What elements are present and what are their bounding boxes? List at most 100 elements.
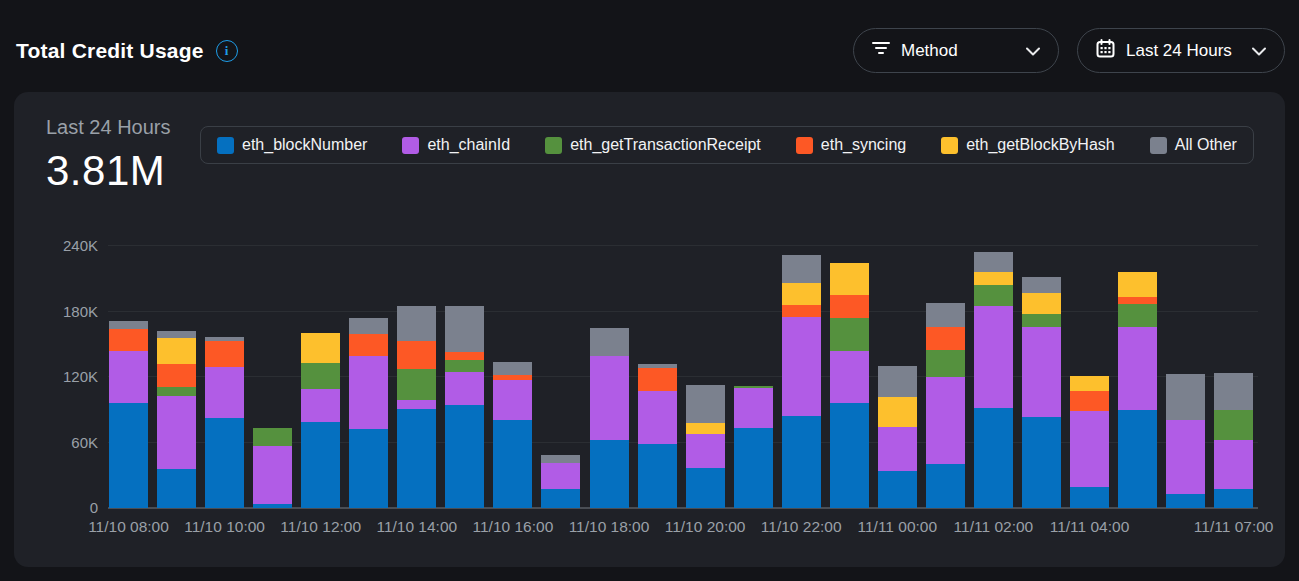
time-range-label: Last 24 Hours: [1126, 41, 1232, 61]
bar-segment-eth-gettransactionreceipt: [974, 285, 1013, 306]
stacked-bar-6[interactable]: [397, 306, 436, 508]
stacked-bar-4[interactable]: [301, 333, 340, 508]
method-filter-button[interactable]: Method: [853, 28, 1059, 73]
bar-segment-eth-gettransactionreceipt: [301, 363, 340, 389]
bar-segment-all-other: [349, 318, 388, 334]
bar-segment-eth-getblockbyhash: [1022, 293, 1061, 314]
bar-segment-eth-blocknumber: [397, 409, 436, 508]
bar-segment-all-other: [541, 455, 580, 464]
stacked-bar-10[interactable]: [590, 328, 629, 508]
legend-item-eth-gettransactionreceipt[interactable]: eth_getTransactionReceipt: [545, 136, 761, 154]
bar-segment-all-other: [926, 303, 965, 327]
bar-segment-eth-chainid: [878, 427, 917, 471]
bar-segment-eth-gettransactionreceipt: [926, 350, 965, 377]
summary-block: Last 24 Hours 3.81M: [46, 116, 171, 195]
stacked-bar-14[interactable]: [782, 255, 821, 508]
stacked-bar-13[interactable]: [734, 386, 773, 508]
bar-segment-eth-getblockbyhash: [301, 333, 340, 362]
stacked-bar-12[interactable]: [686, 385, 725, 508]
legend-item-eth-chainid[interactable]: eth_chainId: [402, 136, 510, 154]
stacked-bar-18[interactable]: [974, 252, 1013, 509]
bar-segment-eth-syncing: [397, 341, 436, 369]
bar-segment-all-other: [1166, 374, 1205, 420]
bar-segment-eth-blocknumber: [1166, 494, 1205, 508]
bar-segment-eth-blocknumber: [734, 428, 773, 508]
bar-segment-eth-chainid: [926, 377, 965, 464]
bar-segment-eth-blocknumber: [253, 504, 292, 508]
stacked-bar-23[interactable]: [1214, 373, 1253, 508]
bar-segment-eth-blocknumber: [157, 469, 196, 508]
stacked-bar-20[interactable]: [1070, 376, 1109, 508]
bar-segment-eth-getblockbyhash: [974, 272, 1013, 285]
legend-label: eth_getTransactionReceipt: [570, 136, 761, 154]
y-axis-label: 60K: [16, 435, 98, 451]
stacked-bar-9[interactable]: [541, 455, 580, 508]
legend-item-eth-getblockbyhash[interactable]: eth_getBlockByHash: [941, 136, 1115, 154]
stacked-bar-8[interactable]: [493, 362, 532, 508]
x-axis-label: 11/10 08:00: [88, 518, 169, 536]
stacked-bar-16[interactable]: [878, 366, 917, 508]
legend: eth_blockNumber eth_chainId eth_getTransac…: [200, 126, 1254, 164]
bar-segment-eth-chainid: [1118, 327, 1157, 410]
y-axis-label: 240K: [16, 238, 98, 254]
calendar-icon: [1096, 39, 1115, 63]
stacked-bar-2[interactable]: [205, 337, 244, 508]
x-axis-label: 11/10 12:00: [280, 518, 361, 536]
bar-segment-eth-blocknumber: [878, 471, 917, 508]
bar-segment-eth-blocknumber: [1214, 489, 1253, 508]
page-title: Total Credit Usage: [16, 39, 204, 63]
bar-segment-eth-blocknumber: [1070, 487, 1109, 508]
stacked-bar-17[interactable]: [926, 303, 965, 508]
bar-segment-eth-gettransactionreceipt: [157, 387, 196, 396]
stacked-bar-7[interactable]: [445, 306, 484, 508]
chevron-down-icon: [1026, 41, 1040, 61]
legend-item-eth-syncing[interactable]: eth_syncing: [796, 136, 906, 154]
bar-segment-eth-blocknumber: [205, 418, 244, 508]
stacked-bar-1[interactable]: [157, 331, 196, 508]
bar-segment-eth-chainid: [109, 351, 148, 403]
time-range-button[interactable]: Last 24 Hours: [1077, 28, 1285, 73]
bar-segment-eth-blocknumber: [686, 468, 725, 508]
y-axis-label: 180K: [16, 304, 98, 320]
page-header: Total Credit Usage i Method: [16, 28, 1285, 73]
info-icon[interactable]: i: [216, 40, 238, 62]
plot-area: 060K120K180K240K11/10 08:0011/10 10:0011…: [108, 246, 1258, 508]
stacked-bar-0[interactable]: [109, 321, 148, 508]
legend-swatch-eth-getblockbyhash: [941, 137, 958, 154]
stacked-bar-21[interactable]: [1118, 272, 1157, 508]
legend-item-all-other[interactable]: All Other: [1150, 136, 1237, 154]
bar-segment-eth-chainid: [590, 356, 629, 440]
x-axis-label: 11/11 02:00: [954, 518, 1034, 536]
legend-swatch-eth-gettransactionreceipt: [545, 137, 562, 154]
bar-segment-eth-syncing: [782, 305, 821, 317]
chart-card: Last 24 Hours 3.81M eth_blockNumber eth_c…: [14, 92, 1285, 567]
bar-segment-eth-syncing: [445, 352, 484, 360]
bar-segment-eth-chainid: [445, 372, 484, 406]
bar-segment-eth-blocknumber: [445, 405, 484, 508]
legend-swatch-eth-blocknumber: [217, 137, 234, 154]
bar-segment-eth-blocknumber: [349, 429, 388, 508]
bar-segment-eth-gettransactionreceipt: [445, 360, 484, 372]
x-axis-label: 11/11 04:00: [1050, 518, 1130, 536]
legend-item-eth-blocknumber[interactable]: eth_blockNumber: [217, 136, 367, 154]
stacked-bar-5[interactable]: [349, 318, 388, 508]
x-axis-label: 11/10 20:00: [665, 518, 746, 536]
bar-segment-eth-chainid: [397, 400, 436, 409]
bar-segment-eth-blocknumber: [638, 444, 677, 508]
stacked-bar-15[interactable]: [830, 263, 869, 508]
stacked-bar-11[interactable]: [638, 364, 677, 508]
bar-segment-eth-syncing: [109, 329, 148, 351]
bar-segment-eth-chainid: [1166, 420, 1205, 494]
y-axis-label: 120K: [16, 369, 98, 385]
stacked-bar-22[interactable]: [1166, 374, 1205, 508]
bar-segment-eth-chainid: [157, 396, 196, 469]
bar-segment-eth-syncing: [638, 368, 677, 391]
x-axis-label: 11/10 16:00: [473, 518, 554, 536]
bar-segment-eth-syncing: [157, 364, 196, 387]
bar-segment-eth-chainid: [782, 317, 821, 416]
bar-segment-eth-chainid: [974, 306, 1013, 408]
bar-segment-all-other: [493, 362, 532, 375]
stacked-bar-3[interactable]: [253, 428, 292, 508]
stacked-bar-19[interactable]: [1022, 277, 1061, 508]
x-axis-label: 11/11 07:00: [1194, 518, 1274, 536]
